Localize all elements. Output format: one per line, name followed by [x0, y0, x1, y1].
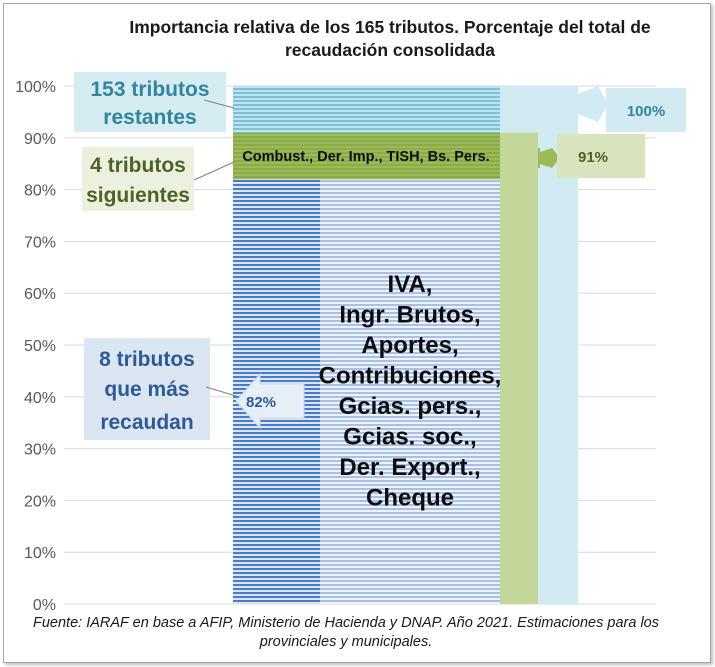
callout-label: 153 tributos: [90, 78, 209, 101]
bar-inner-label: Contribuciones,: [319, 363, 502, 390]
y-tick-label: 50%: [24, 338, 56, 355]
bar-cumulative-91: [500, 132, 538, 604]
value-box-100: [606, 88, 686, 132]
bar-inner-label: Combust., Der. Imp., TISH, Bs. Pers.: [242, 149, 489, 165]
callouts: 100% 91% 82% 153 tributos restantes 4 tributo…: [74, 72, 686, 440]
callout-box: [74, 72, 226, 132]
y-tick-label: 80%: [24, 183, 56, 200]
bar-inner-label: Aportes,: [361, 332, 458, 359]
value-label-100: 100%: [627, 103, 665, 120]
bar-segment-rest153: [233, 86, 500, 133]
y-tick-label: 100%: [15, 79, 56, 96]
source-line-1: Fuente: IARAF en base a AFIP, Ministerio…: [33, 615, 659, 631]
y-tick-label: 10%: [24, 545, 56, 562]
callout-label: siguientes: [86, 184, 190, 207]
bar-inner-label: IVA,: [388, 271, 433, 298]
bar-segment-top8-light: [320, 179, 500, 605]
callout-box: [84, 338, 210, 440]
chart-title-line-1: Importancia relativa de los 165 tributos…: [129, 17, 651, 37]
bar-segment-next4: [233, 132, 500, 180]
y-axis-tick-labels: 0% 10% 20% 30% 40% 50% 60% 70% 80% 90% 100%: [15, 79, 56, 614]
y-tick-label: 90%: [24, 131, 56, 148]
leader-line: [205, 386, 237, 397]
y-tick-label: 30%: [24, 442, 56, 459]
bar-inner-label: Cheque: [366, 485, 454, 512]
arrow-82: [235, 372, 305, 430]
y-tick-label: 20%: [24, 493, 56, 510]
bar-inner-label: Gcias. pers.,: [339, 393, 482, 420]
callout-label: restantes: [103, 106, 196, 129]
chart-title-line-2: recaudación consolidada: [285, 40, 495, 60]
y-tick-label: 60%: [24, 286, 56, 303]
bars: IVA, Ingr. Brutos, Aportes, Contribuciones,…: [233, 86, 578, 605]
arrow-91: [538, 148, 560, 168]
callout-label: 4 tributos: [90, 154, 186, 177]
source-line-2: provinciales y municipales.: [259, 634, 432, 650]
bar-inner-label: Gcias. soc.,: [343, 424, 476, 451]
bar-inner-label: Der. Export.,: [339, 454, 480, 481]
value-box-91: [557, 134, 645, 178]
callout-label: 8 tributos: [99, 348, 195, 371]
leader-line: [193, 161, 235, 181]
y-tick-label: 70%: [24, 234, 56, 251]
value-label-91: 91%: [578, 149, 608, 166]
callout-label: que más: [104, 378, 189, 401]
callout-box: [82, 147, 194, 211]
y-tick-label: 0%: [33, 597, 56, 614]
bar-inner-label: Ingr. Brutos,: [339, 302, 480, 329]
callout-label: recaudan: [100, 411, 193, 434]
arrow-100: [538, 86, 608, 122]
y-tick-label: 40%: [24, 390, 56, 407]
value-label-82: 82%: [246, 394, 276, 411]
leader-line: [203, 99, 235, 109]
